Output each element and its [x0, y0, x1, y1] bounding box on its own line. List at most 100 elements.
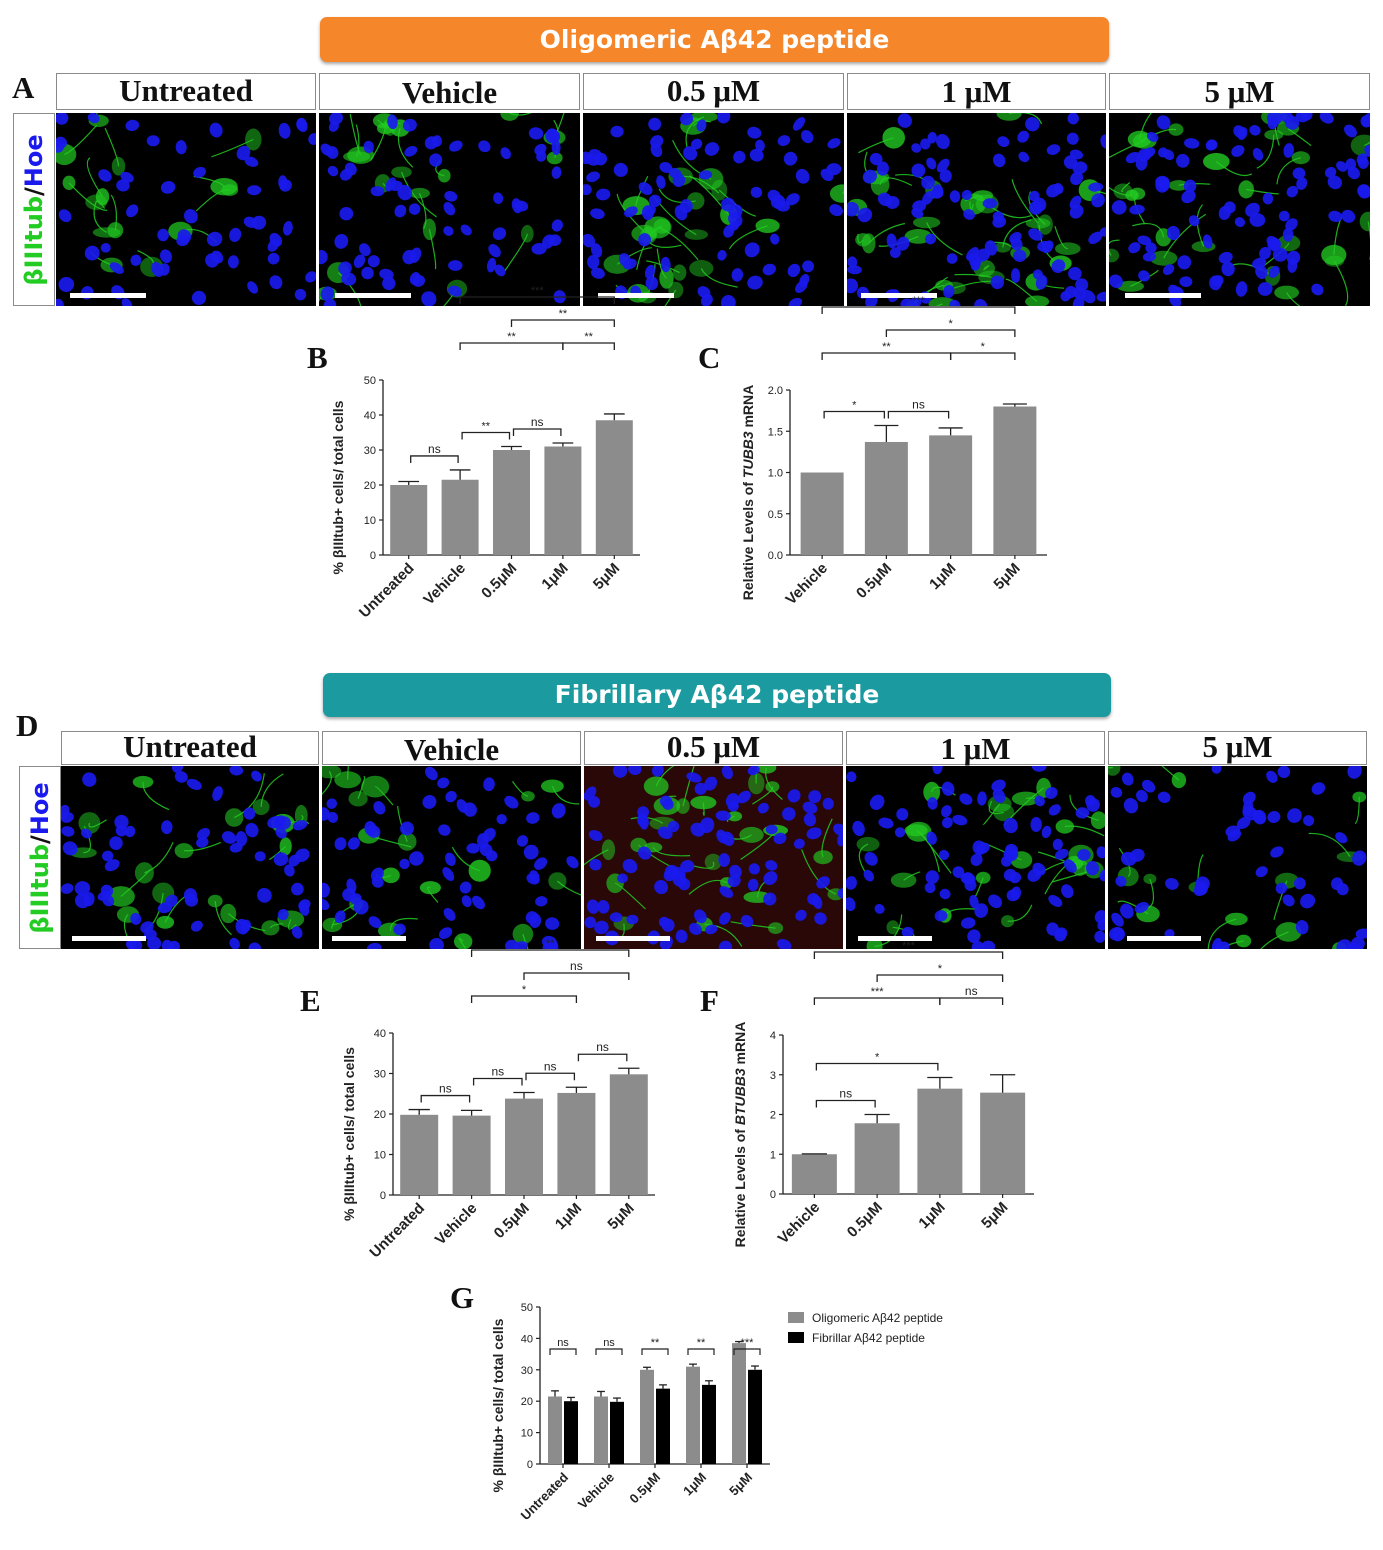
legend-label: Fibrillar Aβ42 peptide: [812, 1331, 925, 1345]
oligomeric-banner: Oligomeric Aβ42 peptide: [320, 17, 1109, 62]
significance-bracket: [510, 319, 615, 327]
significance-label: **: [882, 341, 891, 353]
fluorescence-image: [583, 113, 844, 306]
y-tick-label: 20: [374, 1109, 386, 1121]
panel-letter-f: F: [700, 983, 719, 1018]
micrograph-vehicle-a: [319, 113, 580, 306]
panel-letter-d: D: [16, 708, 39, 743]
significance-label: **: [559, 308, 568, 320]
y-axis-label: % βIIItub+ cells/ total cells: [341, 1047, 357, 1221]
significance-bracket: [939, 997, 1004, 1005]
y-tick-label: 40: [364, 410, 376, 422]
header-vehicle-d: Vehicle: [322, 731, 581, 767]
bar: [390, 485, 428, 555]
fluorescence-image: [846, 766, 1105, 949]
significance-label: ns: [428, 442, 441, 456]
legend-swatch: [788, 1332, 804, 1343]
bar-oligomeric: [640, 1369, 654, 1464]
significance-bracket: [461, 431, 511, 440]
significance-label: **: [584, 331, 593, 343]
significance-label: ns: [839, 1087, 852, 1101]
significance-bracket: [733, 1348, 761, 1355]
significance-bracket: [815, 1099, 876, 1108]
y-tick-label: 50: [521, 1302, 533, 1314]
y-tick-label: 1.0: [768, 468, 783, 480]
scale-bar: [1125, 293, 1201, 298]
micrograph-05um-a: [583, 113, 844, 306]
fluorescence-image: [847, 113, 1106, 306]
significance-bracket: [472, 1077, 523, 1086]
y-tick-label: 10: [374, 1150, 386, 1162]
micrograph-05um-d: [584, 766, 843, 949]
scale-bar: [861, 293, 937, 298]
x-tick-label: 0.5μM: [626, 1470, 663, 1507]
panel-letter-c: C: [698, 340, 721, 375]
bar: [595, 420, 633, 555]
y-axis-label: Relative Levels of BTUBB3 mRNA: [732, 1022, 748, 1248]
y-axis-label: % βIIItub+ cells/ total cells: [330, 400, 346, 574]
bar: [791, 1154, 837, 1194]
bar: [452, 1115, 491, 1195]
bar: [441, 479, 479, 555]
panel-letter-b: B: [307, 340, 328, 375]
bar-fibrillar: [610, 1401, 624, 1464]
bar-fibrillar: [702, 1384, 716, 1464]
significance-bracket: [813, 951, 1004, 959]
y-tick-label: 20: [364, 480, 376, 492]
significance-label: ns: [544, 1059, 557, 1073]
bar: [993, 406, 1037, 555]
significance-bracket: [815, 1062, 939, 1071]
bar-fibrillar: [748, 1369, 762, 1464]
header-5um-d: 5 μM: [1108, 731, 1367, 765]
significance-label: *: [875, 1052, 880, 1064]
micrograph-1um-d: [846, 766, 1105, 949]
significance-bracket: [410, 455, 459, 463]
bar: [917, 1088, 963, 1194]
y-tick-label: 50: [364, 375, 376, 387]
y-tick-label: 0: [370, 550, 376, 562]
significance-bracket: [577, 1053, 628, 1062]
y-tick-label: 0: [770, 1189, 776, 1201]
y-tick-label: 4: [770, 1030, 776, 1042]
fluorescence-image: [319, 113, 566, 306]
significance-bracket: [549, 1348, 577, 1355]
significance-bracket: [562, 342, 615, 350]
stain-label-a: βIIItub/Hoe: [13, 113, 55, 306]
bar: [544, 446, 582, 555]
panel-letter-g: G: [450, 1280, 475, 1315]
y-tick-label: 0: [527, 1459, 533, 1471]
bar: [854, 1123, 900, 1194]
scale-bar: [335, 293, 411, 298]
micrograph-vehicle-d: [322, 766, 581, 949]
bar: [609, 1074, 648, 1195]
significance-label: ns: [603, 1337, 615, 1349]
y-tick-label: 3: [770, 1070, 776, 1082]
y-tick-label: 10: [521, 1428, 533, 1440]
scale-bar: [70, 293, 146, 298]
bar: [864, 441, 908, 555]
significance-label: ns: [570, 959, 583, 973]
significance-bracket: [641, 1348, 669, 1355]
y-tick-label: 0.0: [768, 550, 783, 562]
x-tick-label: Vehicle: [575, 1470, 617, 1512]
bar: [557, 1092, 596, 1195]
significance-label: *: [981, 341, 986, 353]
bar-fibrillar: [564, 1401, 578, 1464]
significance-bracket: [512, 428, 562, 436]
header-05um-d: 0.5 μM: [584, 731, 843, 765]
panel-letter-a: A: [12, 70, 35, 105]
y-tick-label: 40: [521, 1333, 533, 1345]
significance-bracket: [470, 949, 630, 957]
significance-bracket: [595, 1348, 623, 1355]
scale-bar: [858, 936, 932, 941]
scale-bar: [72, 936, 146, 941]
scale-bar: [332, 936, 406, 941]
y-tick-label: 30: [374, 1069, 386, 1081]
significance-label: ***: [902, 940, 916, 952]
significance-bracket: [523, 972, 630, 980]
significance-label: ns: [912, 397, 925, 411]
fluorescence-image: [56, 113, 316, 306]
header-vehicle-a: Vehicle: [319, 73, 580, 110]
